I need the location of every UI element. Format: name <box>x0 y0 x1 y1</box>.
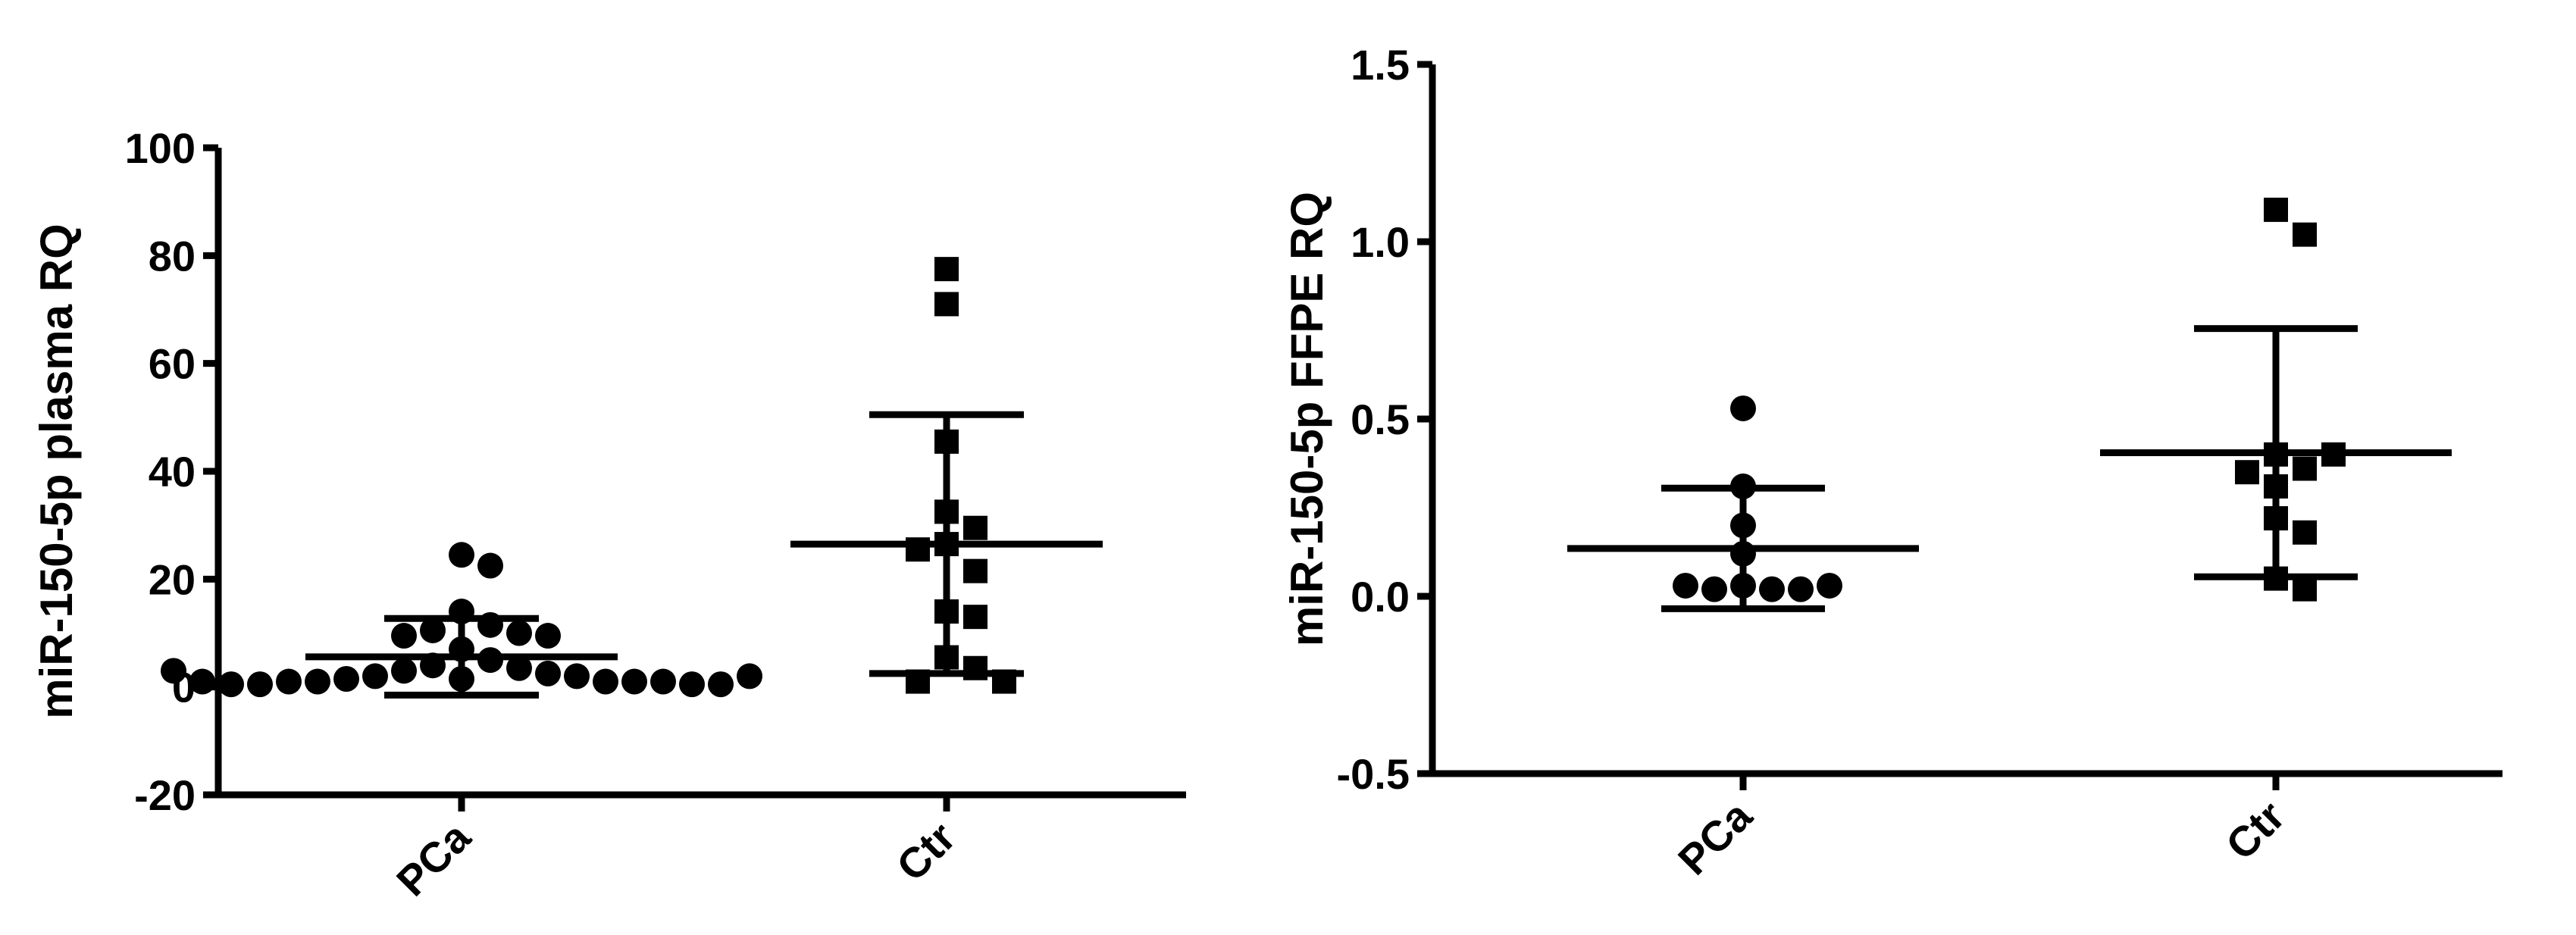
y-axis-label: miR-150-5p FFPE RQ <box>1282 192 1332 646</box>
y-tick-label: 100 <box>125 124 196 172</box>
y-tick-label: -0.5 <box>1337 750 1410 798</box>
data-point <box>161 658 186 684</box>
data-point <box>305 668 330 695</box>
data-point <box>2235 460 2259 485</box>
data-point <box>2293 520 2317 545</box>
x-tick-label: PCa <box>1669 791 1761 883</box>
data-point <box>506 655 532 681</box>
data-point <box>362 663 388 690</box>
data-point <box>708 671 734 698</box>
y-tick-label: 40 <box>149 448 196 496</box>
data-point <box>535 660 561 686</box>
data-point <box>2293 456 2317 481</box>
data-point <box>564 663 590 690</box>
data-point <box>276 668 302 695</box>
data-point <box>2293 222 2317 247</box>
y-tick-label: 0.5 <box>1351 396 1410 443</box>
y-tick-label: 80 <box>149 232 196 280</box>
data-point <box>420 617 446 643</box>
data-point <box>621 668 647 695</box>
data-point <box>1817 572 1842 599</box>
x-tick-label: PCa <box>387 812 480 905</box>
data-point <box>1759 576 1785 602</box>
data-point <box>449 542 474 568</box>
data-point <box>189 668 215 695</box>
x-tick-label: Ctr <box>887 813 965 890</box>
y-tick-label: -20 <box>134 771 196 819</box>
data-point <box>247 671 273 698</box>
data-point <box>593 668 618 695</box>
data-point <box>391 658 417 684</box>
data-point <box>679 671 705 698</box>
data-point <box>650 668 676 695</box>
y-axis-label: miR-150-5p plasma RQ <box>31 224 82 719</box>
data-point <box>477 552 503 579</box>
data-point <box>934 257 959 282</box>
data-point <box>1788 576 1814 602</box>
y-tick-label: 1.0 <box>1351 218 1410 266</box>
data-point <box>1673 572 1698 599</box>
data-point <box>218 671 244 698</box>
data-point <box>2264 197 2288 222</box>
data-point <box>2293 577 2317 602</box>
chart: -0.5 0.0 0.5 1.0 1.5 miR-150-5p FFPE RQ PCa Ctr <box>1282 41 2502 884</box>
data-point <box>333 665 359 692</box>
data-point <box>934 292 959 317</box>
y-tick-label: 20 <box>149 555 196 603</box>
data-point <box>963 515 988 540</box>
data-point <box>963 558 988 583</box>
y-tick-label: 1.5 <box>1351 41 1410 89</box>
x-tick-label: Ctr <box>2217 792 2294 869</box>
data-point <box>737 663 762 690</box>
y-tick-label: 60 <box>149 340 196 388</box>
data-point <box>1730 395 1756 421</box>
y-tick-label: 0.0 <box>1351 573 1410 621</box>
data-point <box>391 623 417 649</box>
data-point <box>1701 576 1727 602</box>
data-point <box>506 620 532 646</box>
data-point <box>963 605 988 630</box>
data-point <box>535 623 561 649</box>
